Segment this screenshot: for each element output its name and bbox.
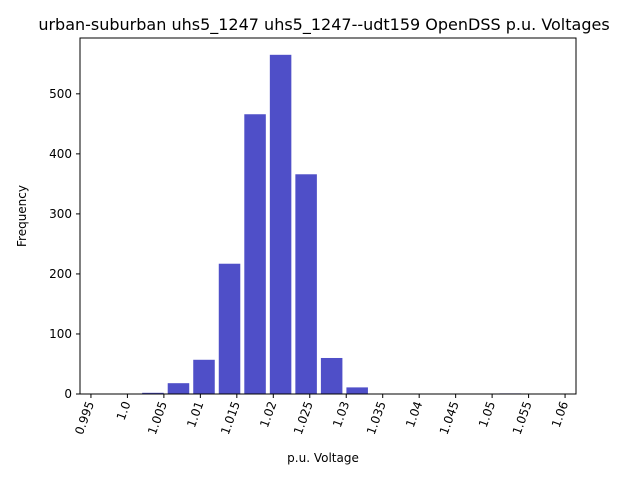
y-axis-label: Frequency bbox=[15, 185, 29, 247]
x-tick-label: 1.0 bbox=[114, 399, 134, 422]
y-tick-label: 200 bbox=[49, 267, 72, 281]
y-tick-label: 400 bbox=[49, 147, 72, 161]
chart-title: urban-suburban uhs5_1247 uhs5_1247--udt1… bbox=[38, 15, 609, 35]
histogram-bar bbox=[346, 387, 368, 394]
histogram-bar bbox=[193, 359, 215, 394]
histogram-bar bbox=[244, 114, 266, 395]
y-axis-ticks: 0 100 200 300 400 500 bbox=[49, 87, 80, 401]
y-tick-label: 300 bbox=[49, 207, 72, 221]
histogram-bar bbox=[269, 54, 292, 394]
histogram-bar bbox=[218, 263, 241, 394]
x-axis-label: p.u. Voltage bbox=[287, 451, 359, 465]
bars-group bbox=[142, 54, 522, 395]
axes-frame bbox=[79, 37, 577, 395]
histogram-bar bbox=[167, 383, 190, 394]
histogram-bar bbox=[320, 357, 343, 394]
histogram-bar bbox=[295, 174, 317, 394]
y-tick-label: 0 bbox=[64, 387, 72, 401]
histogram-bar bbox=[142, 392, 164, 394]
y-tick-label: 100 bbox=[49, 327, 72, 341]
y-tick-label: 500 bbox=[49, 87, 72, 101]
